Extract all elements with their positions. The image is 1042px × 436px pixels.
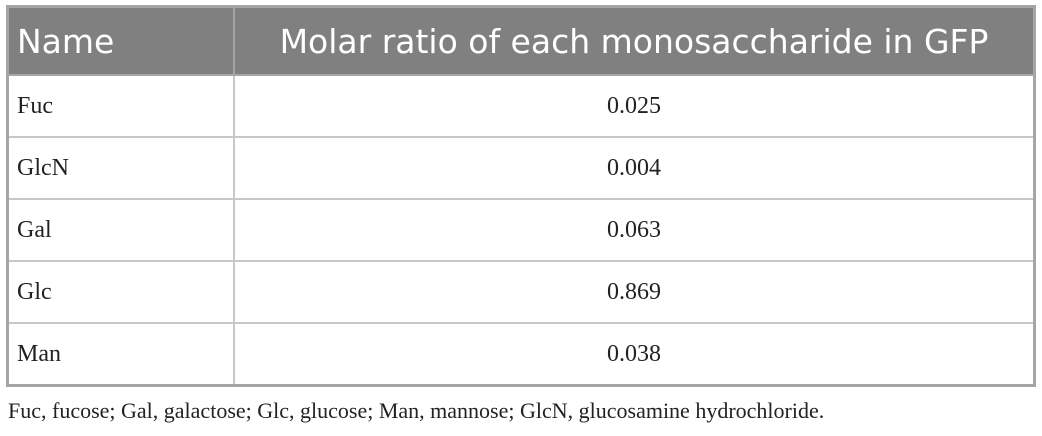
name-cell: GlcN xyxy=(6,136,235,200)
ratio-cell: 0.869 xyxy=(233,260,1036,324)
table-row: Man 0.038 xyxy=(6,322,1036,387)
name-cell: Glc xyxy=(6,260,235,324)
ratio-cell: 0.004 xyxy=(233,136,1036,200)
table-header: Name Molar ratio of each monosaccharide … xyxy=(6,5,1036,76)
name-cell: Gal xyxy=(6,198,235,262)
ratio-cell: 0.063 xyxy=(233,198,1036,262)
header-cell: Molar ratio of each monosaccharide in GF… xyxy=(233,5,1036,76)
header-row: Name Molar ratio of each monosaccharide … xyxy=(6,5,1036,76)
ratio-cell: 0.038 xyxy=(233,322,1036,387)
data-table: Name Molar ratio of each monosaccharide … xyxy=(6,5,1036,387)
table-body: Fuc 0.025 GlcN 0.004 Gal 0.063 Glc 0.869 Man 0.03… xyxy=(6,74,1036,387)
table-row: Gal 0.063 xyxy=(6,198,1036,262)
name-cell: Fuc xyxy=(6,74,235,138)
footnote: Fuc, fucose; Gal, galactose; Glc, glucos… xyxy=(8,398,825,423)
header-cell: Name xyxy=(6,5,235,76)
table-row: GlcN 0.004 xyxy=(6,136,1036,200)
name-cell: Man xyxy=(6,322,235,387)
table-row: Fuc 0.025 xyxy=(6,74,1036,138)
ratio-cell: 0.025 xyxy=(233,74,1036,138)
table-row: Glc 0.869 xyxy=(6,260,1036,324)
